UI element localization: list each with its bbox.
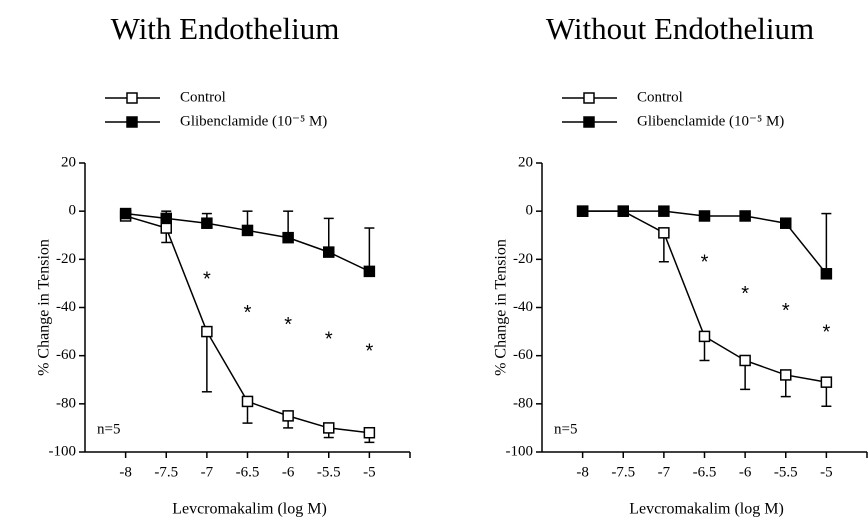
marker <box>282 410 294 422</box>
x-tick-label: -7 <box>658 464 671 480</box>
y-tick-label: -100 <box>49 443 77 459</box>
y-tick-label: -60 <box>56 347 76 363</box>
marker <box>780 369 792 381</box>
significance-star: * <box>741 283 749 305</box>
y-tick-label: -20 <box>56 251 76 267</box>
y-axis-label: % Change in Tension <box>36 239 53 376</box>
marker <box>323 422 335 434</box>
significance-star: * <box>782 300 790 322</box>
marker <box>201 325 213 338</box>
marker <box>658 205 670 217</box>
x-tick-label: -6 <box>282 464 295 480</box>
y-axis-label: % Change in Tension <box>493 239 510 376</box>
y-tick-label: -40 <box>56 299 76 315</box>
x-tick-label: -7 <box>201 464 214 480</box>
y-tick-label: 0 <box>69 203 77 219</box>
significance-star: * <box>325 329 333 351</box>
significance-star: * <box>244 302 252 324</box>
panel: With Endothelium -100 -80 -60 -40 -20 0 20 -8 -7.… <box>36 11 411 518</box>
marker <box>820 268 833 280</box>
legend-marker <box>583 116 595 128</box>
y-tick-label: 20 <box>61 154 76 170</box>
marker <box>160 222 172 234</box>
significance-star: * <box>822 321 830 343</box>
x-tick-label: -6 <box>739 464 752 480</box>
y-tick-label: -40 <box>513 299 533 315</box>
marker <box>241 224 254 237</box>
marker <box>698 210 711 222</box>
legend-marker <box>583 92 595 104</box>
marker <box>363 426 376 439</box>
marker <box>363 265 376 278</box>
marker <box>119 207 132 220</box>
marker <box>820 376 833 388</box>
x-tick-label: -5 <box>363 464 376 480</box>
marker <box>323 246 335 258</box>
marker <box>658 227 670 239</box>
legend-marker <box>126 92 138 104</box>
legend-label: Glibenclamide (10⁻⁵ M) <box>637 113 784 129</box>
y-tick-label: -100 <box>506 443 534 459</box>
marker <box>576 205 589 217</box>
y-tick-label: 0 <box>526 203 534 219</box>
legend-label: Control <box>637 89 683 105</box>
marker <box>241 395 254 408</box>
y-tick-label: -80 <box>513 395 533 411</box>
marker <box>780 217 792 229</box>
x-tick-label: -7.5 <box>611 464 635 480</box>
significance-star: * <box>701 252 709 274</box>
x-tick-label: -5 <box>820 464 833 480</box>
marker <box>282 231 294 244</box>
y-tick-label: -60 <box>513 347 533 363</box>
y-tick-label: 20 <box>518 154 533 170</box>
y-tick-label: -80 <box>56 395 76 411</box>
marker <box>739 210 751 222</box>
note: n=5 <box>97 421 120 437</box>
x-tick-label: -8 <box>576 464 589 480</box>
x-tick-label: -5.5 <box>317 464 341 480</box>
y-tick-label: -20 <box>513 251 533 267</box>
note: n=5 <box>554 421 577 437</box>
marker <box>698 330 711 343</box>
marker <box>739 354 751 367</box>
x-axis-label: Levcromakalim (log M) <box>172 501 327 518</box>
x-axis-label: Levcromakalim (log M) <box>629 501 784 518</box>
legend-marker <box>126 116 138 128</box>
significance-star: * <box>203 268 211 290</box>
marker <box>201 217 213 229</box>
marker <box>617 205 629 217</box>
marker <box>160 212 172 225</box>
x-tick-label: -6.5 <box>693 464 717 480</box>
legend-label: Control <box>180 89 226 105</box>
x-tick-label: -6.5 <box>236 464 260 480</box>
legend-label: Glibenclamide (10⁻⁵ M) <box>180 113 327 129</box>
significance-star: * <box>284 314 292 336</box>
x-tick-label: -5.5 <box>774 464 798 480</box>
significance-star: * <box>365 341 373 363</box>
chart-title: With Endothelium <box>111 11 340 46</box>
x-tick-label: -7.5 <box>154 464 178 480</box>
panel: Without Endothelium -100 -80 -60 -40 -20 0 20 -8… <box>493 11 868 518</box>
x-tick-label: -8 <box>119 464 132 480</box>
chart-title: Without Endothelium <box>546 11 814 46</box>
